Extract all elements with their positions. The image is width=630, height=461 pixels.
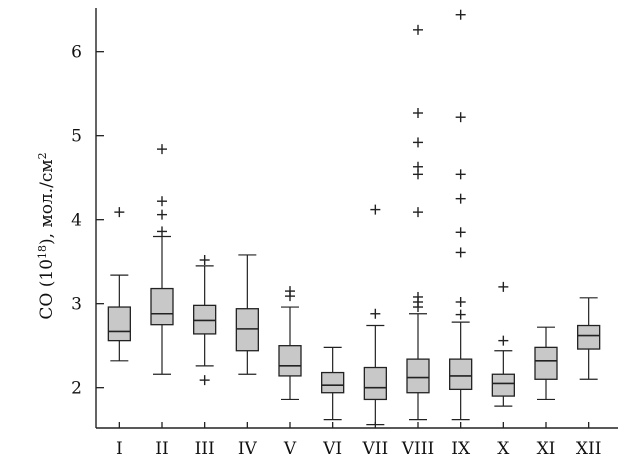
outlier-point [157,209,167,220]
y-tick-label: 5 [71,127,82,147]
x-tick-label: XI [537,439,556,459]
x-tick-label: II [155,439,168,459]
x-tick-labels: I II III IV V VI VII VIII IX X XI XII [116,439,601,459]
outlier-point [285,286,295,297]
box-group-I [107,207,131,428]
outlier-point [370,204,381,215]
outlier-point [455,247,466,258]
outlier-point [157,226,167,237]
box-group-VII [363,204,387,428]
x-tick-label: X [497,439,510,459]
box-group-III [193,255,217,428]
outlier-point [455,193,466,204]
outlier-point [498,281,509,292]
y-tick-label: 6 [71,43,82,63]
outlier-point [455,169,466,180]
box [577,324,601,350]
x-tick-label: V [283,439,297,459]
box [235,308,259,352]
x-tick-label: VIII [401,439,434,459]
outlier-point [455,112,466,123]
outlier-point [199,375,210,386]
box [406,358,430,394]
box-group-XI [534,326,558,428]
outlier-point [455,9,466,20]
boxes [107,9,601,428]
outlier-point [413,291,423,302]
box [193,304,217,335]
box [449,358,473,391]
outlier-point [114,207,125,218]
outlier-point [413,207,423,218]
box-group-IV [235,254,259,428]
box [150,287,174,326]
box-group-II [150,144,174,428]
outlier-point [370,308,381,319]
box-group-IX [449,9,473,428]
box-group-VI [321,346,345,428]
outlier-point [455,297,466,307]
box [321,371,345,394]
y-tick-label: 3 [71,295,82,315]
x-tick-label: III [195,439,215,459]
y-ticks: 2 3 4 5 6 [71,43,104,399]
outlier-point [455,227,466,238]
outlier-point [498,335,509,346]
box-group-VIII [406,24,430,428]
box [278,345,302,377]
box-group-V [278,286,302,428]
box [107,306,131,342]
outlier-point [413,161,423,172]
box [491,373,515,397]
y-tick-label: 4 [71,211,82,231]
outlier-point [157,144,167,155]
box [534,346,558,380]
axes [95,8,618,429]
outlier-point [157,196,167,207]
box-group-X [491,281,515,428]
x-tick-label: VII [361,439,388,459]
outlier-point [413,137,423,148]
outlier-point [455,309,466,320]
y-tick-label: 2 [71,379,82,399]
outlier-point [413,24,423,35]
box [363,366,387,401]
outlier-point [199,255,210,265]
x-tick-label: IX [451,439,471,459]
x-tick-label: I [116,439,123,459]
x-tick-label: XII [576,439,602,459]
box-group-XII [577,297,601,428]
y-axis-label: CO (1018), мол./см2 [36,152,58,319]
x-tick-label: IV [238,439,258,459]
x-tick-label: VI [322,439,342,459]
outlier-point [413,108,423,118]
